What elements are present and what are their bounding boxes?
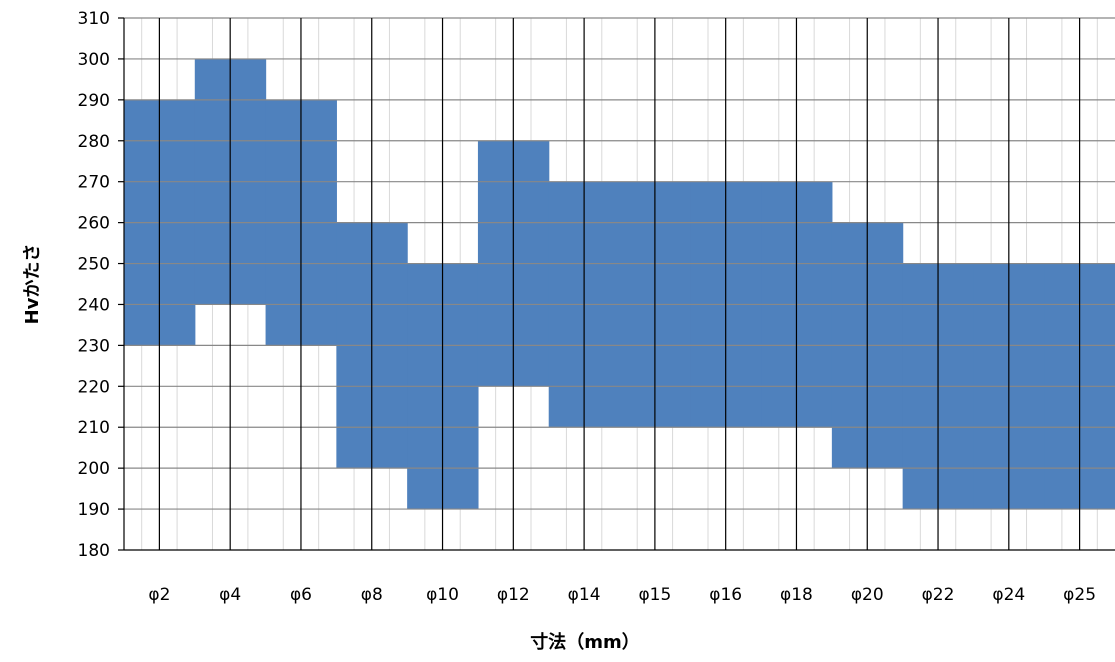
y-tick-label: 310 <box>78 9 110 29</box>
y-tick-label: 220 <box>78 377 110 397</box>
y-tick-label: 250 <box>78 255 110 275</box>
y-tick-label: 280 <box>78 132 110 152</box>
y-tick-label: 300 <box>78 50 110 70</box>
x-tick-label: φ6 <box>290 585 312 605</box>
x-tick-label: φ18 <box>780 585 813 605</box>
x-tick-label: φ25 <box>1063 585 1096 605</box>
x-tick-label: φ4 <box>219 585 241 605</box>
hardness-band-layer <box>124 58 1115 510</box>
x-tick-labels: φ2 φ4 φ6 φ8 φ10 φ12 φ14 φ15 φ16 φ18 φ20 φ22 φ24 φ25 <box>148 585 1096 605</box>
x-tick-label: φ10 <box>426 585 459 605</box>
x-tick-label: φ20 <box>851 585 884 605</box>
x-tick-label: φ2 <box>148 585 170 605</box>
y-tick-label: 200 <box>78 459 110 479</box>
y-tick-label: 230 <box>78 336 110 356</box>
y-axis-title: Hvかたさ <box>22 244 43 325</box>
y-tick-label: 210 <box>78 418 110 438</box>
x-axis-title: 寸法（mm） <box>530 631 640 653</box>
y-tick-label: 270 <box>78 173 110 193</box>
x-tick-label: φ8 <box>361 585 383 605</box>
x-tick-label: φ24 <box>992 585 1025 605</box>
x-tick-label: φ22 <box>922 585 955 605</box>
y-tick-label: 240 <box>78 295 110 315</box>
gridlines <box>124 17 1115 550</box>
x-tick-label: φ14 <box>568 585 601 605</box>
axes <box>118 17 1115 551</box>
y-tick-label: 260 <box>78 214 110 234</box>
y-tick-label: 180 <box>78 541 110 561</box>
y-tick-label: 290 <box>78 91 110 111</box>
x-tick-label: φ15 <box>638 585 671 605</box>
x-tick-label: φ16 <box>709 585 742 605</box>
y-tick-labels: 180 190 200 210 220 230 240 250 260 270 280 290 300 3… <box>78 9 110 561</box>
x-tick-label: φ12 <box>497 585 530 605</box>
y-tick-label: 190 <box>78 500 110 520</box>
